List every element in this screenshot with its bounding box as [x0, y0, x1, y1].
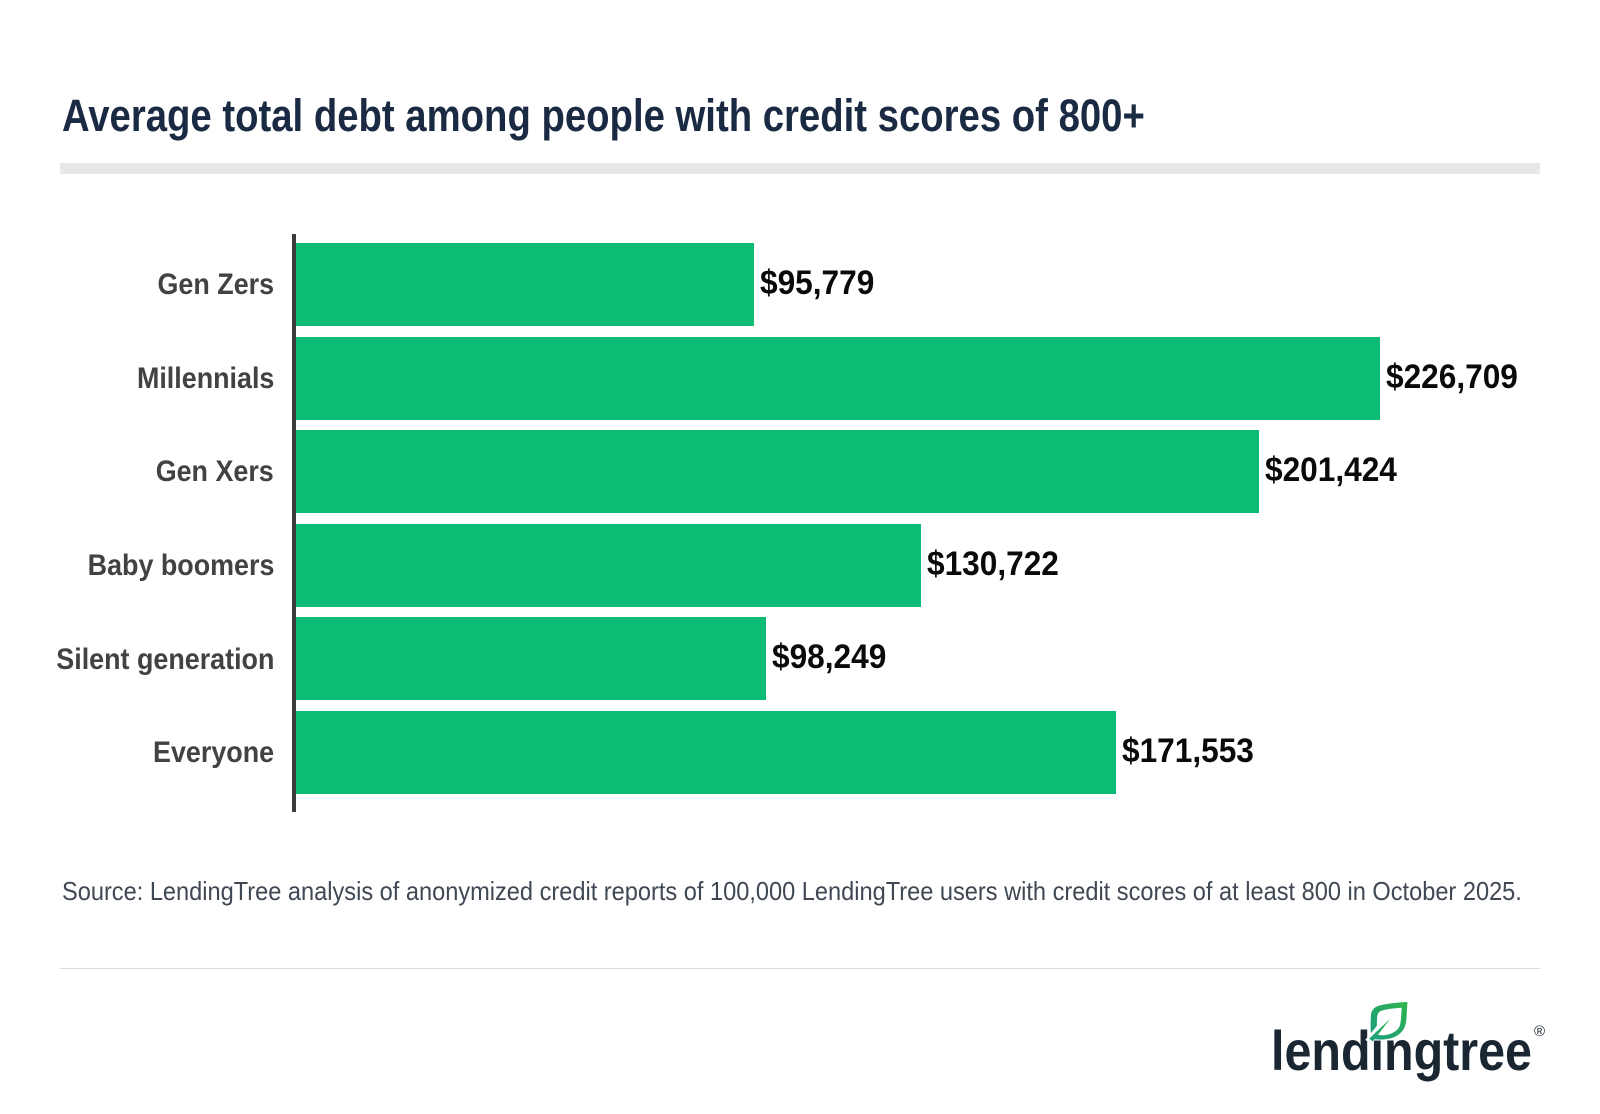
svg-text:®: ® [1534, 1023, 1545, 1040]
